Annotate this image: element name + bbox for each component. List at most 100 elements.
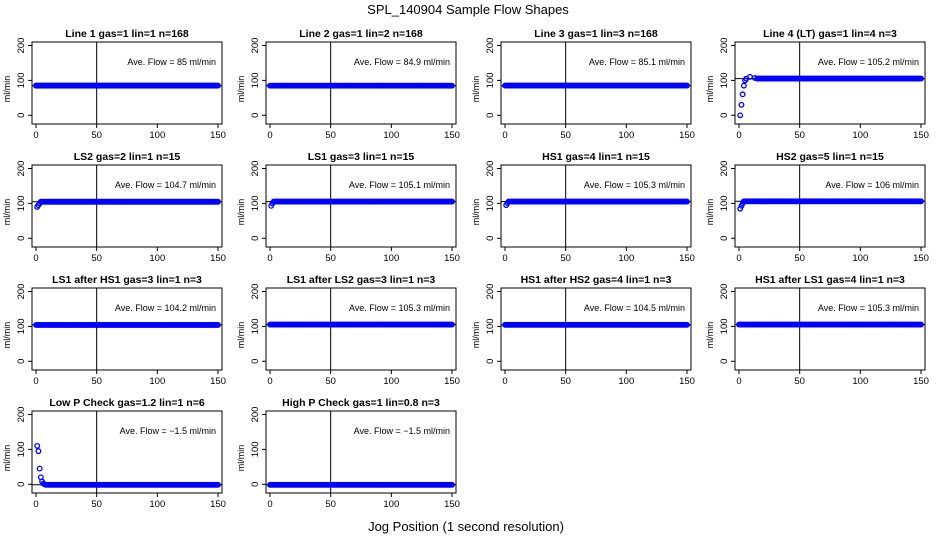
average-flow-annotation: Ave. Flow = 105.3 ml/min [818, 303, 919, 313]
x-tick-label: 150 [679, 130, 695, 141]
panel-title: LS2 gas=2 lin=1 n=15 [74, 151, 181, 163]
data-point [36, 465, 43, 472]
x-tick-label: 150 [913, 253, 929, 264]
y-tick-label: 200 [485, 161, 496, 177]
y-axis-label: ml/min [236, 445, 246, 472]
y-tick-label: 100 [16, 195, 27, 211]
chart-panel: HS2 gas=5 lin=1 n=15 0 50 100 150 0 100 200 ml/m… [705, 151, 929, 264]
panel-title: LS1 gas=3 lin=1 n=15 [308, 151, 415, 163]
average-flow-annotation: Ave. Flow = −1.5 ml/min [354, 426, 450, 436]
x-tick-label: 0 [33, 130, 38, 141]
average-flow-annotation: Ave. Flow = 85 ml/min [127, 57, 216, 67]
y-tick-label: 100 [719, 72, 730, 88]
y-tick-label: 0 [250, 482, 261, 487]
y-tick-label: 0 [250, 236, 261, 241]
y-axis-label: ml/min [2, 322, 12, 349]
y-tick-label: 200 [719, 161, 730, 177]
plot-frame [31, 41, 223, 125]
y-tick-label: 0 [719, 113, 730, 118]
y-axis-label: ml/min [2, 199, 12, 226]
x-tick-label: 50 [91, 499, 102, 510]
x-tick-label: 150 [444, 376, 460, 387]
x-tick-label: 150 [444, 253, 460, 264]
plot-frame [31, 410, 223, 494]
data-point [35, 448, 42, 455]
average-flow-annotation: Ave. Flow = 105.1 ml/min [349, 180, 450, 190]
y-tick-label: 100 [485, 318, 496, 334]
y-tick-label: 100 [719, 195, 730, 211]
x-tick-label: 50 [794, 130, 805, 141]
panel-title: LS1 after LS2 gas=3 lin=1 n=3 [287, 274, 436, 286]
chart-panel: HS1 after HS2 gas=4 lin=1 n=3 0 50 100 150 0 1… [471, 274, 695, 387]
average-flow-annotation: Ave. Flow = 105.3 ml/min [584, 180, 685, 190]
panel-title: HS2 gas=5 lin=1 n=15 [776, 151, 884, 163]
x-tick-label: 150 [913, 376, 929, 387]
panel-title: High P Check gas=1 lin=0.8 n=3 [282, 397, 440, 409]
x-tick-label: 100 [618, 253, 634, 264]
x-tick-label: 0 [267, 130, 272, 141]
y-tick-label: 200 [485, 38, 496, 54]
x-tick-label: 150 [444, 499, 460, 510]
plot-frame [265, 287, 457, 371]
plot-frame [500, 41, 692, 125]
x-tick-label: 50 [91, 253, 102, 264]
x-tick-label: 150 [679, 253, 695, 264]
x-tick-label: 0 [267, 499, 272, 510]
average-flow-annotation: Ave. Flow = 104.7 ml/min [115, 180, 216, 190]
x-tick-label: 0 [736, 130, 741, 141]
chart-panel: LS1 after HS1 gas=3 lin=1 n=3 0 50 100 150 0 1… [2, 274, 226, 387]
data-point [738, 101, 745, 108]
data-point [918, 321, 924, 328]
plot-frame [265, 41, 457, 125]
panel-title: Low P Check gas=1.2 lin=1 n=6 [49, 397, 204, 409]
y-tick-label: 200 [250, 161, 261, 177]
panel-title: LS1 after HS1 gas=3 lin=1 n=3 [52, 274, 202, 286]
y-axis-label: ml/min [705, 322, 715, 349]
x-tick-label: 50 [91, 130, 102, 141]
data-point [684, 321, 690, 328]
data-point [215, 82, 221, 89]
x-tick-label: 150 [210, 130, 226, 141]
chart-panel: Line 4 (LT) gas=1 lin=4 n=3 0 50 100 150 0 100… [705, 28, 929, 141]
y-tick-label: 0 [250, 359, 261, 364]
y-tick-label: 100 [250, 72, 261, 88]
data-point [34, 442, 41, 449]
y-tick-label: 0 [16, 482, 27, 487]
chart-panel: LS1 gas=3 lin=1 n=15 0 50 100 150 0 100 200 ml/m… [236, 151, 460, 264]
plot-frame [734, 287, 926, 371]
y-tick-label: 200 [719, 38, 730, 54]
panel-grid: Line 1 gas=1 lin=1 n=168 0 50 100 150 0 100 200… [2, 28, 929, 510]
y-tick-label: 200 [250, 284, 261, 300]
x-tick-label: 150 [679, 376, 695, 387]
y-axis-label: ml/min [236, 199, 246, 226]
chart-panel: HS1 after LS1 gas=4 lin=1 n=3 0 50 100 150 0 1… [705, 274, 929, 387]
data-point [918, 75, 924, 82]
x-tick-label: 100 [149, 499, 165, 510]
y-axis-label: ml/min [471, 322, 481, 349]
data-point [684, 82, 690, 89]
chart-panel: Low P Check gas=1.2 lin=1 n=6 0 50 100 150 0 1… [2, 397, 226, 510]
y-tick-label: 100 [485, 72, 496, 88]
y-tick-label: 0 [719, 236, 730, 241]
y-axis-label: ml/min [705, 199, 715, 226]
y-axis-label: ml/min [471, 199, 481, 226]
x-tick-label: 50 [325, 253, 336, 264]
data-point [740, 82, 747, 89]
x-tick-label: 0 [736, 253, 741, 264]
y-tick-label: 100 [719, 318, 730, 334]
x-tick-label: 100 [618, 376, 634, 387]
y-tick-label: 0 [16, 236, 27, 241]
x-tick-label: 0 [267, 376, 272, 387]
panel-title: HS1 after LS1 gas=4 lin=1 n=3 [755, 274, 905, 286]
x-tick-label: 0 [33, 376, 38, 387]
data-point [215, 481, 221, 488]
x-tick-label: 0 [502, 376, 507, 387]
y-tick-label: 100 [250, 318, 261, 334]
plot-frame [31, 164, 223, 248]
y-tick-label: 200 [16, 407, 27, 423]
chart-panel: High P Check gas=1 lin=0.8 n=3 0 50 100 150 0… [236, 397, 460, 510]
x-tick-label: 100 [852, 253, 868, 264]
x-tick-label: 50 [91, 376, 102, 387]
y-tick-label: 0 [485, 359, 496, 364]
y-tick-label: 100 [16, 441, 27, 457]
